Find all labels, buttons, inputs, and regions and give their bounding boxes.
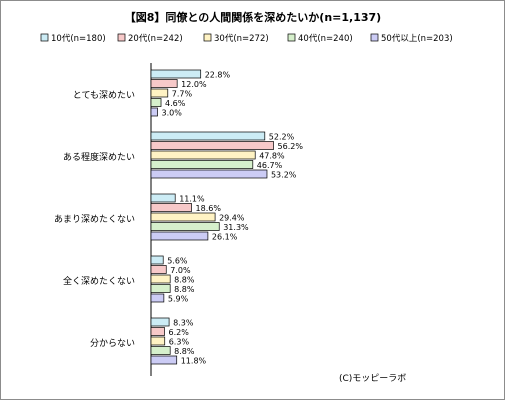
value-label-4-0: 8.3% [173,319,194,328]
bar-2-2 [150,212,216,222]
chart-title: 【図8】同僚との人間関係を深めたいか(n=1,137) [125,10,381,24]
plot-area: とても深めたい 22.8%12.0%7.7%4.6%3.0% ある程度深めたい 52.… [54,69,304,366]
bar-2-3 [150,222,220,231]
legend-label-1: 20代(n=242) [128,33,183,44]
legend-swatch-4 [370,33,379,42]
value-label-3-1: 7.0% [170,266,191,275]
bar-3-0 [150,255,164,265]
bar-3-2 [150,274,171,284]
legend-swatch-3 [287,33,296,42]
bar-4-4 [150,355,178,365]
bar-0-3 [150,98,162,107]
value-label-1-4: 53.2% [271,171,297,180]
value-label-2-3: 31.3% [223,223,249,232]
bar-1-2 [150,150,256,160]
legend-label-3: 40代(n=240) [298,33,353,44]
value-label-3-4: 5.9% [168,295,189,304]
category-label-2: あまり深めたくない [54,214,135,225]
value-label-4-3: 8.8% [174,347,195,356]
legend-label-2: 30代(n=272) [214,33,269,44]
bar-0-0 [150,69,202,79]
bar-2-4 [150,231,209,241]
value-label-0-3: 4.6% [165,99,186,108]
value-label-3-2: 8.8% [174,276,195,285]
category-label-0: とても深めたい [73,90,135,101]
category-label-3: 全く深めたくない [63,275,135,287]
legend-swatch-1 [117,33,126,42]
bar-2-0 [150,193,176,203]
value-label-1-2: 47.8% [259,152,285,161]
bar-4-2 [150,336,166,346]
value-label-3-3: 8.8% [174,285,195,294]
value-label-0-2: 7.7% [172,90,193,99]
value-label-2-2: 29.4% [219,214,245,223]
value-label-4-1: 6.2% [169,328,190,337]
value-label-1-0: 52.2% [269,133,295,142]
legend-swatch-2 [203,33,212,42]
legend-label-0: 10代(n=180) [51,33,106,44]
value-label-3-0: 5.6% [167,257,188,266]
legend-label-4: 50代以上(n=203) [381,33,453,44]
bar-0-2 [150,88,169,98]
category-label-4: 分からない [90,338,135,349]
category-label-1: ある程度深めたい [63,151,135,163]
legend: 10代(n=180) 20代(n=242) 30代(n=272) 40代(n=240)… [40,33,453,44]
bar-1-4 [150,169,268,179]
value-label-0-4: 3.0% [162,109,183,118]
bar-0-1 [150,79,178,88]
value-label-2-1: 18.6% [196,204,222,213]
bar-3-1 [150,265,167,274]
bar-4-0 [150,317,170,327]
credit-text: (C)モッピーラボ [339,373,406,384]
value-label-2-4: 26.1% [212,233,238,242]
value-label-4-2: 6.3% [169,338,190,347]
value-label-4-4: 11.8% [181,357,207,366]
bar-1-3 [150,160,254,169]
value-label-0-0: 22.8% [205,71,231,80]
bar-1-1 [150,141,274,150]
value-label-0-1: 12.0% [181,80,207,89]
bar-3-4 [150,293,165,303]
bar-3-3 [150,284,171,293]
bar-4-1 [150,327,165,336]
value-label-1-3: 46.7% [257,161,283,170]
bar-2-1 [150,203,192,212]
bar-4-3 [150,346,171,355]
legend-swatch-0 [40,33,49,42]
value-label-2-0: 11.1% [179,195,205,204]
bar-1-0 [150,131,266,141]
value-label-1-1: 56.2% [278,142,304,151]
bar-0-4 [150,107,158,117]
